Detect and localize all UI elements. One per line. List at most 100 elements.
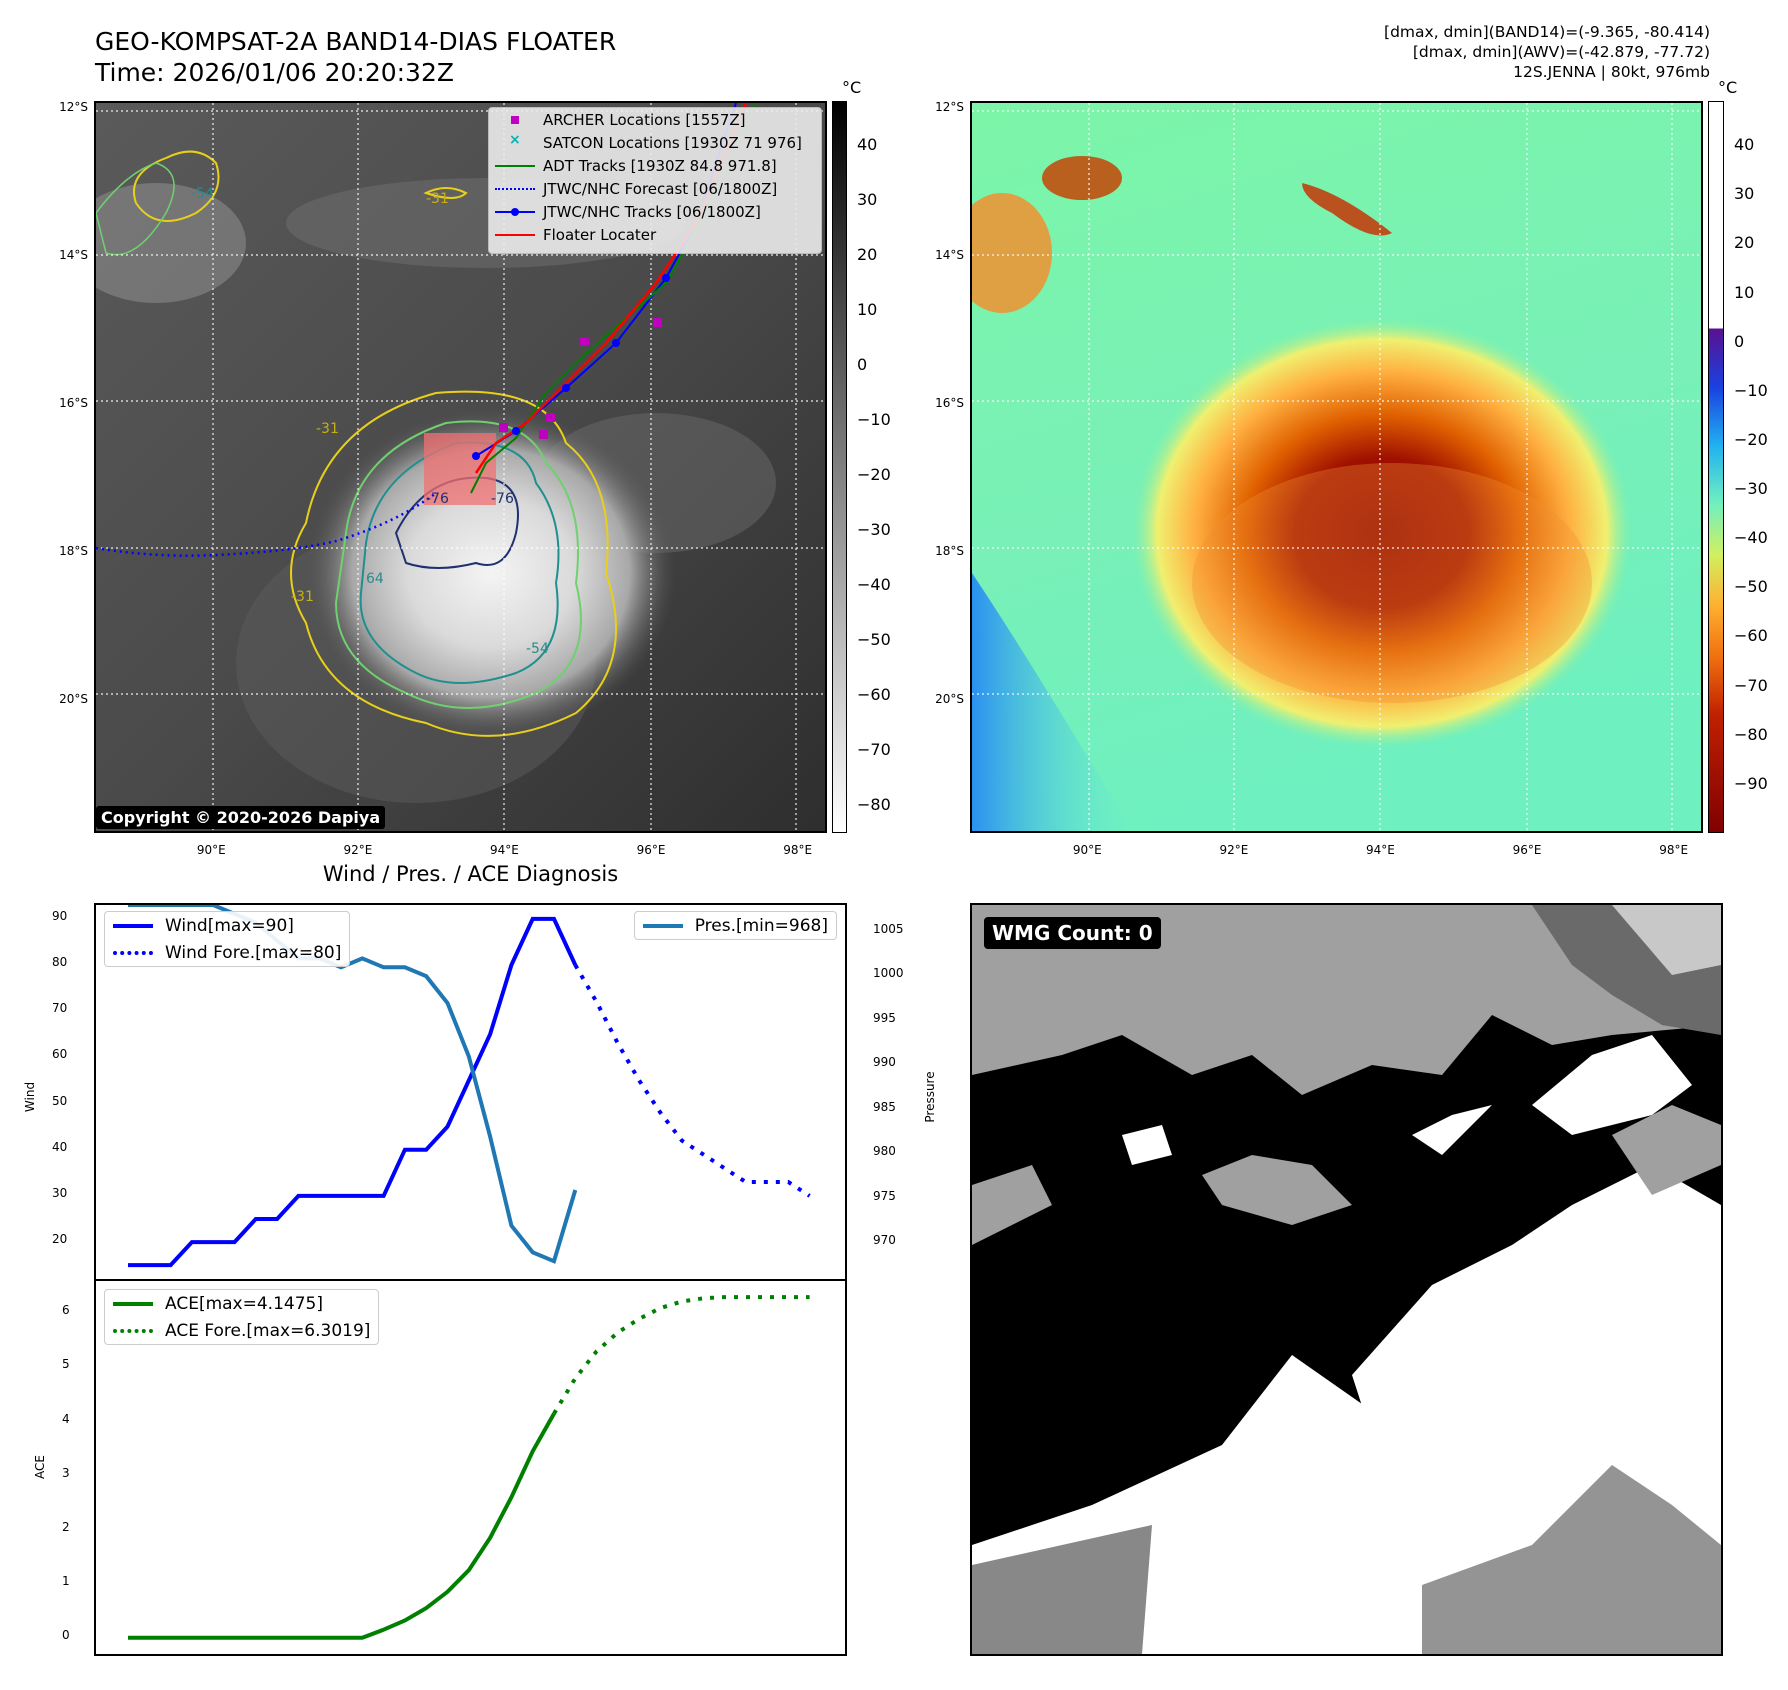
colorbar-tick: −80 xyxy=(1734,724,1768,744)
ace-tick-label: 4 xyxy=(62,1411,70,1426)
storm-core xyxy=(1132,318,1632,748)
contour-label-7: -31 xyxy=(291,589,314,605)
legend-row: Floater Locater xyxy=(489,223,821,246)
legend-wind-fore: Wind Fore.[max=80] xyxy=(165,942,342,963)
ir-color-map xyxy=(970,101,1703,833)
lon-label: 96°E xyxy=(1512,843,1542,857)
colorbar-tick: 10 xyxy=(857,300,878,320)
legend-label: JTWC/NHC Forecast [06/1800Z] xyxy=(543,179,778,198)
colorbar-tick: 20 xyxy=(857,245,878,265)
lon-label: 94°E xyxy=(490,843,519,857)
contour-label-5: -76 xyxy=(491,491,514,507)
colorbar-tick: −40 xyxy=(857,575,891,595)
ace-tick-label: 6 xyxy=(62,1303,70,1318)
square-legend-icon xyxy=(495,113,535,127)
legend-row: JTWC/NHC Forecast [06/1800Z] xyxy=(489,177,821,200)
colorbar-left-unit: °C xyxy=(842,78,862,97)
wind-axis-label: Wind xyxy=(23,1081,37,1113)
ace-tick-label: 0 xyxy=(62,1627,70,1642)
contour-label-3: -31 xyxy=(316,421,339,437)
legend-pres: Pres.[min=968] xyxy=(694,915,828,936)
colorbar-right-unit: °C xyxy=(1718,78,1738,97)
contour-label-2: -31 xyxy=(426,191,449,207)
wind-pressure-svg xyxy=(128,905,811,1268)
title-line-1: GEO-KOMPSAT-2A BAND14-DIAS FLOATER xyxy=(95,27,617,56)
cold-sea-region xyxy=(972,573,1132,831)
colorbar-tick: 30 xyxy=(1734,184,1755,204)
colorbar-tick: −50 xyxy=(857,630,891,650)
pressure-tick-label: 1005 xyxy=(873,921,904,936)
contour-label-8: -54 xyxy=(526,641,549,657)
ace-forecast-line xyxy=(552,1295,810,1415)
pressure-tick-label: 990 xyxy=(873,1055,896,1070)
legend-label: SATCON Locations [1930Z 71 976] xyxy=(543,133,802,152)
legend-label: ADT Tracks [1930Z 84.8 971.8] xyxy=(543,156,777,175)
ace-chart: ACE[max=4.1475] ACE Fore.[max=6.3019] xyxy=(94,1279,847,1656)
legend-row: JTWC/NHC Tracks [06/1800Z] xyxy=(489,200,821,223)
archer-markers xyxy=(499,318,662,439)
colorbar-tick: 10 xyxy=(1734,282,1755,302)
ir-grayscale-map: -54 -31 -31 -76 -76 64 -31 -54 ARCHER Lo… xyxy=(94,101,827,833)
legend-wind: Wind[max=90] xyxy=(165,915,294,936)
line-legend-icon xyxy=(495,159,535,173)
ace-series-line xyxy=(128,1412,556,1640)
lat-label: 12°S xyxy=(935,100,964,115)
jtwc-points xyxy=(472,274,670,460)
wind-forecast-line xyxy=(573,964,811,1198)
lon-label: 98°E xyxy=(1659,843,1689,857)
contour-label-1: -54 xyxy=(191,186,214,202)
copyright-badge: Copyright © 2020-2026 Dapiya xyxy=(96,806,386,829)
colorbar-tick: −70 xyxy=(1734,675,1768,695)
lon-label: 96°E xyxy=(636,843,666,857)
lat-label: 16°S xyxy=(935,396,964,411)
ace-tick-label: 3 xyxy=(62,1465,70,1480)
colorbar-tick: −20 xyxy=(1734,429,1768,449)
ace-axis-label: ACE xyxy=(33,1455,47,1479)
wind-tick-label: 70 xyxy=(52,1001,68,1016)
wind-tick-label: 80 xyxy=(52,955,68,970)
lon-label: 92°E xyxy=(1219,843,1249,857)
colorbar-tick: 0 xyxy=(1734,331,1745,351)
colorbar-tick: −10 xyxy=(857,410,891,430)
pressure-legend: Pres.[min=968] xyxy=(633,911,837,940)
pressure-tick-label: 995 xyxy=(873,1010,896,1025)
colorbar-tick: −90 xyxy=(1734,773,1768,793)
wind-tick-label: 90 xyxy=(52,908,68,923)
colorbar-tick: −20 xyxy=(857,465,891,485)
lat-label: 16°S xyxy=(59,396,88,411)
legend-label: Floater Locater xyxy=(543,225,657,244)
wind-tick-label: 50 xyxy=(52,1093,68,1108)
map-gridlines-right xyxy=(972,103,1701,831)
info-storm: 12S.JENNA | 80kt, 976mb xyxy=(1513,63,1710,81)
lon-label: 94°E xyxy=(1366,843,1395,857)
linedot-legend-icon xyxy=(495,205,535,219)
legend-row: ARCHER Locations [1557Z] xyxy=(489,108,821,131)
wind-series-line xyxy=(128,916,578,1268)
legend-row: × SATCON Locations [1930Z 71 976] xyxy=(489,131,821,154)
title-line-2: Time: 2026/01/06 20:20:32Z xyxy=(95,58,454,87)
colorbar-tick: −60 xyxy=(857,685,891,705)
wind-tick-label: 20 xyxy=(52,1232,68,1247)
legend-label: ARCHER Locations [1557Z] xyxy=(543,110,746,129)
legend-row: ADT Tracks [1930Z 84.8 971.8] xyxy=(489,154,821,177)
wmg-panel: WMG Count: 0 xyxy=(970,903,1723,1656)
colorbar-tick: 20 xyxy=(1734,233,1755,253)
pressure-tick-label: 975 xyxy=(873,1188,896,1203)
legend-label: JTWC/NHC Tracks [06/1800Z] xyxy=(543,202,761,221)
lat-label: 18°S xyxy=(59,544,88,559)
lon-label: 90°E xyxy=(196,843,226,857)
colorbar-left xyxy=(832,101,847,833)
colorbar-tick: −10 xyxy=(1734,380,1768,400)
track-legend: ARCHER Locations [1557Z] × SATCON Location… xyxy=(488,107,822,254)
colorbar-tick: −70 xyxy=(857,740,891,760)
page-title: GEO-KOMPSAT-2A BAND14-DIAS FLOATER Time:… xyxy=(95,26,616,88)
wind-tick-label: 30 xyxy=(52,1185,68,1200)
storm-info: [dmax, dmin](BAND14)=(-9.365, -80.414) [… xyxy=(1384,22,1710,82)
ace-tick-label: 2 xyxy=(62,1519,70,1534)
lat-label: 14°S xyxy=(935,248,964,263)
legend-ace: ACE[max=4.1475] xyxy=(165,1293,323,1314)
colorbar-right xyxy=(1708,101,1724,833)
lat-label: 20°S xyxy=(935,691,964,706)
colorbar-tick: 30 xyxy=(857,190,878,210)
colorbar-tick: −40 xyxy=(1734,528,1768,548)
